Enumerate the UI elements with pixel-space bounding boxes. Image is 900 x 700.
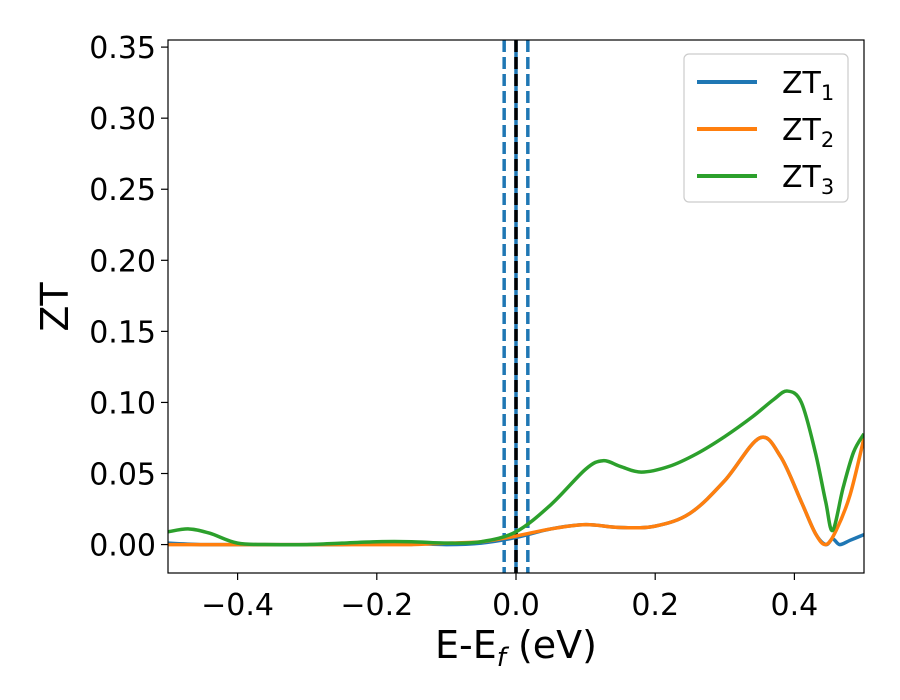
y-tick-label: 0.35 xyxy=(89,31,156,66)
series-line-zt3 xyxy=(168,389,864,547)
y-tick-label: 0.05 xyxy=(89,458,156,493)
legend-box xyxy=(683,53,849,203)
legend-label-subscript: 2 xyxy=(821,128,834,152)
y-tick-label: 0.30 xyxy=(89,102,156,137)
legend-label-subscript: 1 xyxy=(821,81,834,105)
y-tick-label: 0.25 xyxy=(89,173,156,208)
x-tick-label: 0.2 xyxy=(631,588,679,623)
y-tick-label: 0.15 xyxy=(89,315,156,350)
legend-label: ZT1 xyxy=(782,66,834,105)
y-axis: 0.00 0.05 0.10 0.15 0.20 0.25 0.30 0.35 xyxy=(89,31,168,564)
series-layer xyxy=(168,389,864,547)
legend-label-main: ZT xyxy=(782,113,822,148)
legend-label: ZT3 xyxy=(782,160,834,199)
legend-label: ZT2 xyxy=(782,113,834,152)
x-tick-label: 0.0 xyxy=(492,588,540,623)
x-tick-label: −0.4 xyxy=(201,588,274,623)
y-tick-label: 0.20 xyxy=(89,244,156,279)
x-tick-label: −0.2 xyxy=(340,588,413,623)
y-tick-label: 0.00 xyxy=(89,529,156,564)
x-axis-label: E-Ef (eV) xyxy=(435,623,597,673)
reference-lines xyxy=(502,40,530,573)
x-axis-label-main: E-E xyxy=(435,623,497,667)
legend-label-subscript: 3 xyxy=(821,175,834,199)
y-tick-label: 0.10 xyxy=(89,386,156,421)
legend-label-main: ZT xyxy=(782,160,822,195)
x-axis-label-unit: (eV) xyxy=(506,623,597,667)
x-tick-label: 0.4 xyxy=(771,588,819,623)
y-axis-label: ZT xyxy=(33,282,77,332)
legend-label-main: ZT xyxy=(782,66,822,101)
x-axis: −0.4 −0.2 0.0 0.2 0.4 xyxy=(201,573,818,623)
